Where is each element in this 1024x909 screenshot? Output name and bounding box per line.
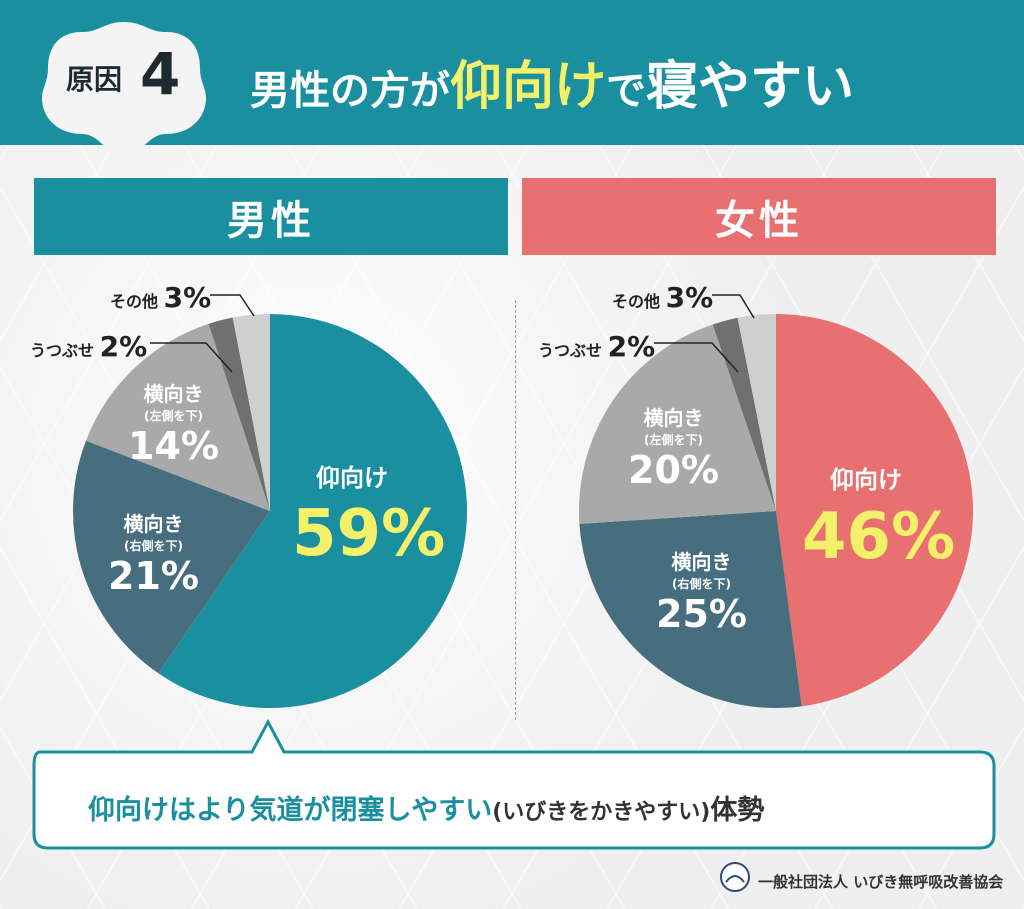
female-panel-header: 女性 [522,178,996,255]
org-name: 一般社団法人 いびき無呼吸改善協会 [758,873,1004,891]
female-left-label: 横向き (左側を下) 20% [628,406,719,492]
female-other-label: その他 3% [612,281,714,314]
page-title: 男性の方が仰向けで寝やすい [250,44,854,119]
male-prone-leader [150,342,233,373]
female-other-leader [712,294,755,319]
female-prone-leader [654,342,739,373]
female-pie [579,314,973,709]
callout-main: 仰向けはより気道が閉塞しやすい [88,795,493,826]
male-right-label: 横向き (右側を下) 21% [108,512,199,598]
female-slice-supine [776,314,973,707]
callout-text: 仰向けはより気道が閉塞しやすい(いびきをかきやすい)体勢 [88,788,764,827]
male-pie [72,314,467,709]
male-panel-header: 男性 [34,178,508,255]
title-highlight: 仰向け [450,57,607,117]
male-prone-label: うつぶせ 2% [30,330,148,363]
male-slice-prone [208,317,270,511]
female-slice-prone [712,317,776,511]
female-slice-left [579,324,776,524]
callout-tail: 体勢 [710,795,765,826]
org-logo-mark [725,875,745,883]
badge-label: 原因 [66,63,123,96]
male-supine-label: 仰向け [316,464,388,492]
callout-paren: (いびきをかきやすい) [492,800,711,825]
male-other-label: その他 3% [110,281,212,314]
reason-badge [42,22,206,154]
divider [515,300,516,720]
female-supine-pct: 46% [802,500,956,574]
title-part1: 男性の方が [250,68,450,114]
male-supine-pct: 59% [292,497,446,571]
male-left-label: 横向き (左側を下) 14% [128,382,219,468]
male-slice-other [232,314,270,511]
male-other-leader [210,294,255,317]
male-slice-right [72,440,270,674]
female-slice-right [579,511,802,709]
male-slice-left [85,323,270,511]
callout-box [32,718,996,850]
female-slice-other [737,314,776,511]
title-part3: で [606,68,647,114]
female-right-label: 横向き (右側を下) 25% [656,550,747,636]
badge-number: 4 [140,40,181,108]
female-supine-label: 仰向け [830,466,902,494]
title-part4: 寝やすい [646,57,855,117]
female-prone-label: うつぶせ 2% [538,330,656,363]
male-slice-supine [158,314,467,709]
